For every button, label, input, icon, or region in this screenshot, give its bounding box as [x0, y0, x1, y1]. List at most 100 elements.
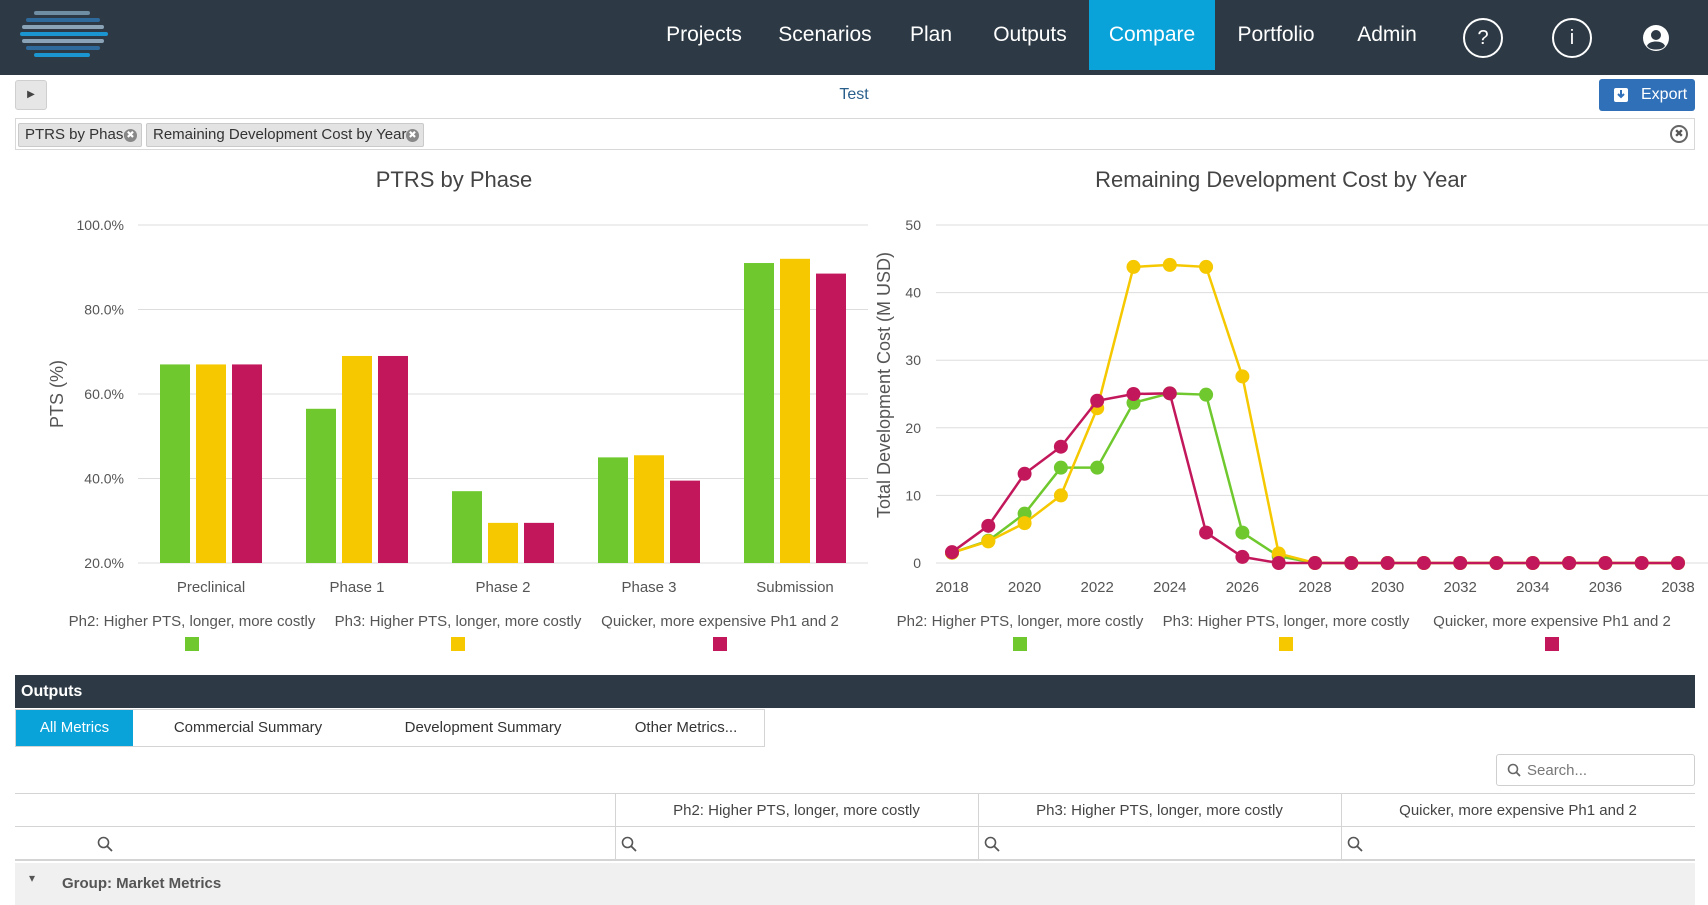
data-point [1162, 386, 1177, 401]
bar [488, 522, 518, 563]
legend-label: Ph3: Higher PTS, longer, more costly [1163, 613, 1410, 630]
data-point [1525, 556, 1540, 570]
remove-tag-icon[interactable]: ✖ [406, 129, 419, 142]
y-axis-label: Total Development Cost (M USD) [874, 252, 894, 518]
legend-label: Ph2: Higher PTS, longer, more costly [69, 613, 316, 630]
x-tick-label: Phase 1 [329, 579, 384, 596]
column-header-quicker[interactable]: Quicker, more expensive Ph1 and 2 [1399, 802, 1637, 819]
nav-scenarios[interactable]: Scenarios [778, 23, 872, 46]
data-point [1017, 466, 1032, 481]
top-navigation-bar: Projects Scenarios Plan Outputs Compare … [0, 0, 1708, 75]
column-filter-icon[interactable] [1347, 836, 1363, 852]
group-row-market-metrics[interactable]: ▾ Group: Market Metrics [15, 863, 1695, 905]
data-point [1489, 556, 1504, 570]
y-axis-label: PTS (%) [47, 360, 67, 428]
bar [598, 457, 628, 563]
x-tick-label: 2024 [1153, 579, 1186, 596]
x-tick-label: 2028 [1298, 579, 1331, 596]
remove-tag-icon[interactable]: ✖ [124, 129, 137, 142]
y-tick-label: 0 [913, 555, 921, 571]
sidebar-toggle-button[interactable]: ▶ [15, 80, 47, 110]
grid-header-row: Ph2: Higher PTS, longer, more costly Ph3… [15, 793, 1695, 860]
info-icon[interactable]: i [1552, 18, 1592, 58]
column-header-ph3[interactable]: Ph3: Higher PTS, longer, more costly [1036, 802, 1283, 819]
bar [452, 491, 482, 563]
tab-commercial-summary[interactable]: Commercial Summary [173, 719, 323, 736]
chart-title: PTRS by Phase [376, 167, 533, 192]
nav-outputs[interactable]: Outputs [993, 23, 1067, 46]
x-tick-label: 2022 [1081, 579, 1114, 596]
nav-projects[interactable]: Projects [666, 23, 742, 46]
y-tick-label: 40 [905, 285, 921, 301]
column-filter-icon[interactable] [621, 836, 637, 852]
y-tick-label: 60.0% [84, 386, 124, 402]
user-account-icon[interactable] [1642, 24, 1670, 52]
selected-charts-bar[interactable]: PTRS by Phase ✖ Remaining Development Co… [15, 118, 1695, 150]
search-input[interactable] [1527, 759, 1687, 781]
data-point [1416, 556, 1431, 570]
tab-other-metrics[interactable]: Other Metrics... [634, 719, 738, 736]
x-tick-label: 2020 [1008, 579, 1041, 596]
y-tick-label: 10 [905, 487, 921, 503]
y-tick-label: 100.0% [77, 217, 124, 233]
outputs-search[interactable] [1496, 754, 1695, 786]
series-line [951, 263, 1678, 565]
clear-all-icon[interactable]: ✖ [1670, 125, 1688, 143]
data-point [981, 534, 996, 549]
bar [232, 364, 262, 563]
data-point [1017, 516, 1032, 531]
y-tick-label: 50 [905, 217, 921, 233]
data-point [945, 545, 959, 560]
data-point [1053, 488, 1068, 503]
x-tick-label: 2018 [935, 579, 968, 596]
bar [744, 263, 774, 563]
bar [524, 522, 554, 563]
tag-remaining-dev-cost: Remaining Development Cost by Year ✖ [146, 123, 424, 147]
x-tick-label: 2026 [1226, 579, 1259, 596]
x-tick-label: 2030 [1371, 579, 1404, 596]
bar [670, 480, 700, 563]
y-tick-label: 20.0% [84, 555, 124, 571]
bar [342, 355, 372, 563]
legend-label: Ph2: Higher PTS, longer, more costly [897, 613, 1144, 630]
nav-plan[interactable]: Plan [909, 23, 953, 46]
data-point [1090, 393, 1105, 408]
data-point [1271, 556, 1286, 570]
collapse-caret-icon[interactable]: ▾ [29, 871, 36, 885]
tab-all-metrics[interactable]: All Metrics [16, 710, 133, 746]
export-button[interactable]: Export [1599, 79, 1695, 111]
data-point [1344, 556, 1359, 570]
nav-compare[interactable]: Compare [1089, 0, 1215, 70]
x-tick-label: 2034 [1516, 579, 1549, 596]
series-line [951, 392, 1678, 565]
data-point [1199, 525, 1214, 540]
bar [196, 364, 226, 563]
app-logo[interactable] [20, 8, 110, 64]
legend-swatch [185, 637, 199, 651]
nav-admin[interactable]: Admin [1357, 23, 1417, 46]
bar [634, 455, 664, 563]
data-point [1235, 369, 1250, 384]
nav-portfolio[interactable]: Portfolio [1237, 23, 1315, 46]
legend-swatch [451, 637, 465, 651]
y-tick-label: 80.0% [84, 302, 124, 318]
tag-label: Remaining Development Cost by Year [153, 126, 407, 143]
data-point [1235, 525, 1250, 540]
data-point [1453, 556, 1468, 570]
column-header-ph2[interactable]: Ph2: Higher PTS, longer, more costly [673, 802, 920, 819]
y-tick-label: 30 [905, 352, 921, 368]
view-title: Test [839, 86, 869, 103]
data-point [1126, 259, 1141, 274]
x-tick-label: Preclinical [177, 579, 245, 596]
column-filter-icon[interactable] [984, 836, 1000, 852]
chart-title: Remaining Development Cost by Year [1095, 167, 1467, 192]
tab-development-summary[interactable]: Development Summary [404, 719, 562, 736]
data-point [1634, 556, 1649, 570]
legend-swatch [1545, 637, 1559, 651]
legend-label: Ph3: Higher PTS, longer, more costly [335, 613, 582, 630]
y-tick-label: 20 [905, 420, 921, 436]
bar [816, 273, 846, 563]
help-icon[interactable]: ? [1463, 18, 1503, 58]
export-icon [1614, 88, 1628, 102]
column-filter-icon[interactable] [97, 836, 113, 852]
